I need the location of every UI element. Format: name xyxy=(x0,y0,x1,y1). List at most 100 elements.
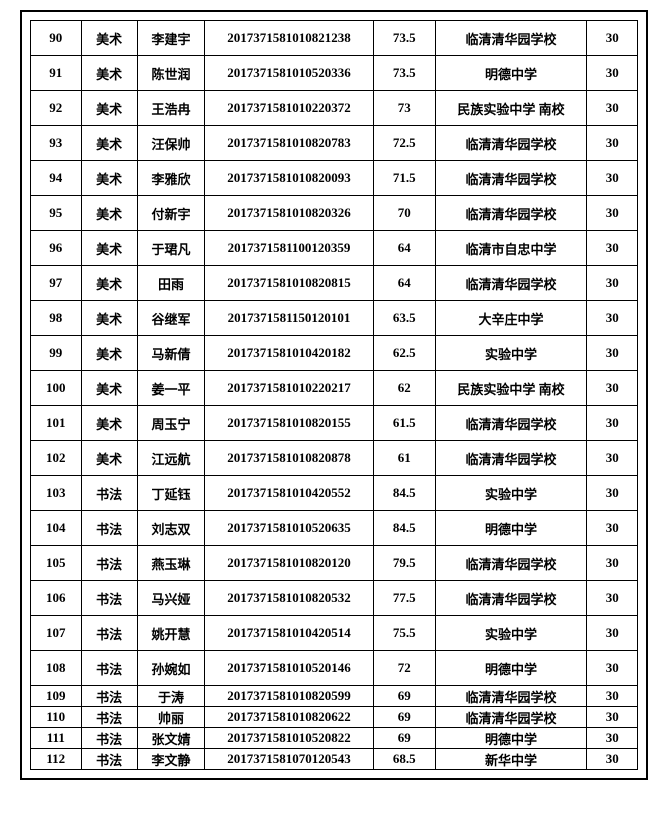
table-row: 112书法李文静201737158107012054368.5新华中学30 xyxy=(31,749,638,770)
cell-score: 72 xyxy=(373,651,435,686)
cell-school: 新华中学 xyxy=(435,749,587,770)
cell-id: 2017371581010420552 xyxy=(205,476,374,511)
cell-subject: 美术 xyxy=(81,21,137,56)
cell-name: 帅丽 xyxy=(137,707,204,728)
cell-subject: 美术 xyxy=(81,266,137,301)
cell-idx: 108 xyxy=(31,651,82,686)
cell-school: 临清清华园学校 xyxy=(435,546,587,581)
cell-subject: 美术 xyxy=(81,231,137,266)
cell-pts: 30 xyxy=(587,749,638,770)
cell-pts: 30 xyxy=(587,616,638,651)
cell-score: 84.5 xyxy=(373,511,435,546)
cell-score: 69 xyxy=(373,728,435,749)
cell-name: 马新倩 xyxy=(137,336,204,371)
cell-pts: 30 xyxy=(587,371,638,406)
cell-pts: 30 xyxy=(587,21,638,56)
table-row: 111书法张文婧201737158101052082269明德中学30 xyxy=(31,728,638,749)
cell-pts: 30 xyxy=(587,266,638,301)
table-row: 100美术姜一平201737158101022021762民族实验中学 南校30 xyxy=(31,371,638,406)
cell-school: 明德中学 xyxy=(435,728,587,749)
cell-id: 2017371581010220372 xyxy=(205,91,374,126)
cell-id: 2017371581010520635 xyxy=(205,511,374,546)
cell-school: 临清清华园学校 xyxy=(435,196,587,231)
cell-subject: 书法 xyxy=(81,616,137,651)
cell-pts: 30 xyxy=(587,511,638,546)
cell-name: 于涛 xyxy=(137,686,204,707)
cell-pts: 30 xyxy=(587,476,638,511)
cell-name: 李雅欣 xyxy=(137,161,204,196)
cell-name: 田雨 xyxy=(137,266,204,301)
cell-subject: 美术 xyxy=(81,91,137,126)
table-row: 93美术汪保帅201737158101082078372.5临清清华园学校30 xyxy=(31,126,638,161)
cell-school: 临清清华园学校 xyxy=(435,161,587,196)
cell-idx: 105 xyxy=(31,546,82,581)
cell-id: 2017371581010820878 xyxy=(205,441,374,476)
cell-idx: 97 xyxy=(31,266,82,301)
cell-idx: 91 xyxy=(31,56,82,91)
cell-id: 2017371581010820783 xyxy=(205,126,374,161)
cell-idx: 112 xyxy=(31,749,82,770)
cell-id: 2017371581150120101 xyxy=(205,301,374,336)
cell-subject: 书法 xyxy=(81,476,137,511)
cell-idx: 92 xyxy=(31,91,82,126)
cell-name: 刘志双 xyxy=(137,511,204,546)
cell-school: 临清清华园学校 xyxy=(435,126,587,161)
cell-score: 61.5 xyxy=(373,406,435,441)
cell-score: 64 xyxy=(373,266,435,301)
cell-school: 临清清华园学校 xyxy=(435,266,587,301)
cell-subject: 书法 xyxy=(81,707,137,728)
cell-subject: 美术 xyxy=(81,161,137,196)
cell-name: 付新宇 xyxy=(137,196,204,231)
cell-score: 69 xyxy=(373,707,435,728)
cell-name: 姚开慧 xyxy=(137,616,204,651)
cell-name: 王浩冉 xyxy=(137,91,204,126)
cell-idx: 102 xyxy=(31,441,82,476)
cell-pts: 30 xyxy=(587,441,638,476)
cell-score: 70 xyxy=(373,196,435,231)
cell-pts: 30 xyxy=(587,728,638,749)
cell-name: 陈世润 xyxy=(137,56,204,91)
cell-idx: 103 xyxy=(31,476,82,511)
cell-name: 李文静 xyxy=(137,749,204,770)
cell-idx: 111 xyxy=(31,728,82,749)
cell-school: 临清清华园学校 xyxy=(435,406,587,441)
table-row: 109书法于涛201737158101082059969临清清华园学校30 xyxy=(31,686,638,707)
cell-score: 71.5 xyxy=(373,161,435,196)
data-table: 90美术李建宇201737158101082123873.5临清清华园学校309… xyxy=(30,20,638,770)
cell-score: 79.5 xyxy=(373,546,435,581)
cell-school: 临清市自忠中学 xyxy=(435,231,587,266)
cell-pts: 30 xyxy=(587,301,638,336)
cell-id: 2017371581010821238 xyxy=(205,21,374,56)
cell-subject: 美术 xyxy=(81,196,137,231)
cell-name: 孙婉如 xyxy=(137,651,204,686)
cell-idx: 100 xyxy=(31,371,82,406)
table-row: 110书法帅丽201737158101082062269临清清华园学校30 xyxy=(31,707,638,728)
cell-score: 73.5 xyxy=(373,21,435,56)
cell-score: 62 xyxy=(373,371,435,406)
cell-idx: 98 xyxy=(31,301,82,336)
cell-subject: 美术 xyxy=(81,336,137,371)
page-border: 90美术李建宇201737158101082123873.5临清清华园学校309… xyxy=(20,10,648,780)
table-row: 97美术田雨201737158101082081564临清清华园学校30 xyxy=(31,266,638,301)
cell-id: 2017371581010820155 xyxy=(205,406,374,441)
cell-idx: 106 xyxy=(31,581,82,616)
cell-name: 燕玉琳 xyxy=(137,546,204,581)
cell-school: 实验中学 xyxy=(435,476,587,511)
cell-subject: 书法 xyxy=(81,749,137,770)
cell-name: 李建宇 xyxy=(137,21,204,56)
table-row: 108书法孙婉如201737158101052014672明德中学30 xyxy=(31,651,638,686)
cell-name: 江远航 xyxy=(137,441,204,476)
cell-id: 2017371581070120543 xyxy=(205,749,374,770)
table-row: 92美术王浩冉201737158101022037273民族实验中学 南校30 xyxy=(31,91,638,126)
cell-school: 临清清华园学校 xyxy=(435,686,587,707)
cell-subject: 书法 xyxy=(81,686,137,707)
cell-id: 2017371581100120359 xyxy=(205,231,374,266)
cell-idx: 101 xyxy=(31,406,82,441)
cell-name: 谷继军 xyxy=(137,301,204,336)
cell-subject: 书法 xyxy=(81,651,137,686)
cell-name: 丁延钰 xyxy=(137,476,204,511)
cell-pts: 30 xyxy=(587,126,638,161)
cell-subject: 美术 xyxy=(81,126,137,161)
cell-name: 张文婧 xyxy=(137,728,204,749)
table-row: 91美术陈世润201737158101052033673.5明德中学30 xyxy=(31,56,638,91)
